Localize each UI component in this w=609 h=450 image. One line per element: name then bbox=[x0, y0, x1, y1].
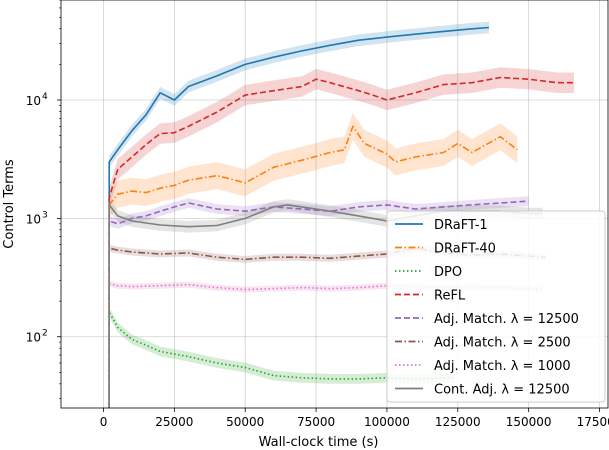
y-tick-exponent: 4 bbox=[42, 92, 48, 102]
legend-label: Adj. Match. λ = 12500 bbox=[434, 312, 579, 327]
x-tick-label: 50000 bbox=[226, 415, 264, 429]
y-tick-label: 10 bbox=[26, 94, 41, 108]
legend-label: Adj. Match. λ = 2500 bbox=[434, 336, 571, 351]
x-tick-label: 75000 bbox=[297, 415, 335, 429]
x-tick-label: 0 bbox=[100, 415, 108, 429]
legend-label: DPO bbox=[434, 265, 462, 280]
y-tick-label: 10 bbox=[26, 331, 41, 345]
x-tick-label: 175000 bbox=[577, 415, 609, 429]
x-tick-label: 100000 bbox=[364, 415, 410, 429]
legend-label: Cont. Adj. λ = 12500 bbox=[434, 383, 570, 398]
x-tick-label: 150000 bbox=[506, 415, 552, 429]
y-tick-label: 10 bbox=[26, 212, 41, 226]
y-axis-label: Control Terms bbox=[2, 159, 17, 249]
y-tick-exponent: 2 bbox=[42, 329, 48, 339]
legend-label: Adj. Match. λ = 1000 bbox=[434, 359, 571, 374]
legend-label: DRaFT-40 bbox=[434, 242, 496, 257]
y-tick-exponent: 3 bbox=[42, 210, 48, 220]
x-axis-label: Wall-clock time (s) bbox=[259, 435, 379, 450]
x-tick-label: 25000 bbox=[155, 415, 193, 429]
legend-label: ReFL bbox=[434, 289, 466, 304]
legend: DRaFT-1 DRaFT-40 DPO ReFL Adj. Match. λ = 12… bbox=[387, 211, 605, 402]
legend-label: DRaFT-1 bbox=[434, 218, 488, 233]
x-tick-label: 125000 bbox=[435, 415, 481, 429]
